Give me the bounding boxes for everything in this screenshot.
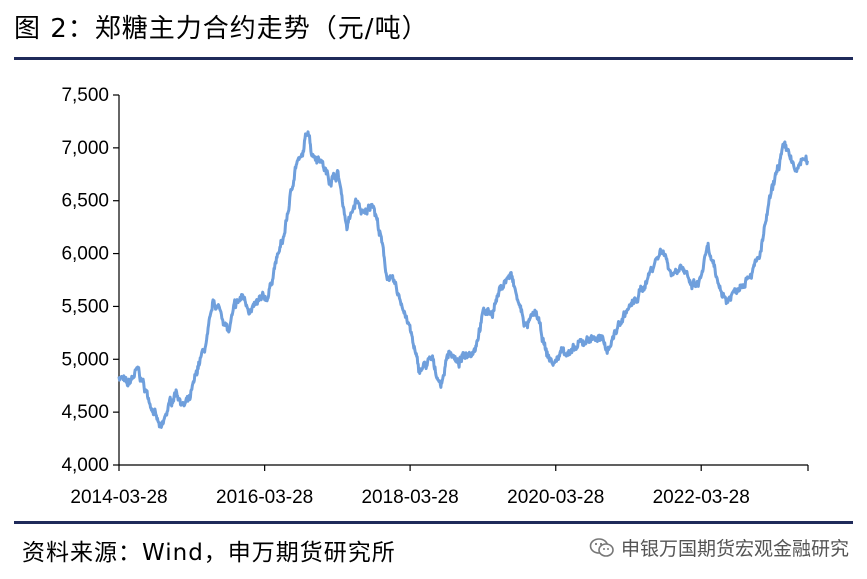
x-tick-label: 2016-03-28: [216, 487, 313, 508]
price-series-line: [117, 130, 809, 429]
y-tick-label: 6,500: [61, 191, 109, 212]
y-tick-label: 4,500: [61, 402, 109, 423]
page-title: 图 2：郑糖主力合约走势（元/吨）: [14, 14, 429, 44]
top-rule: [14, 57, 853, 60]
y-axis: 4,000 4,500 5,000 5,500 6,000 6,500 7,000 7,500: [61, 85, 120, 476]
wechat-icon: [589, 537, 614, 557]
x-tick-label: 2022-03-28: [653, 487, 750, 508]
y-tick-label: 6,000: [61, 244, 109, 265]
x-tick-label: 2018-03-28: [361, 487, 458, 508]
source-note: 资料来源：Wind，申万期货研究所: [22, 540, 396, 566]
y-tick-label: 5,500: [61, 296, 109, 317]
plot-area: [117, 130, 809, 429]
x-axis: 2014-03-28 2016-03-28 2018-03-28 2020-03-28…: [70, 464, 809, 508]
y-tick-label: 4,000: [61, 455, 109, 476]
x-tick-label: 2014-03-28: [70, 487, 167, 508]
brand-label: 申银万国期货宏观金融研究: [589, 534, 849, 561]
price-chart: 4,000 4,500 5,000 5,500 6,000 6,500 7,000 7,500…: [61, 85, 809, 508]
y-tick-label: 7,500: [61, 85, 109, 106]
x-tick-label: 2020-03-28: [507, 487, 604, 508]
brand-text: 申银万国期货宏观金融研究: [620, 538, 849, 560]
y-tick-label: 7,000: [61, 138, 109, 159]
y-tick-label: 5,000: [61, 349, 109, 370]
bottom-rule: [14, 521, 853, 524]
